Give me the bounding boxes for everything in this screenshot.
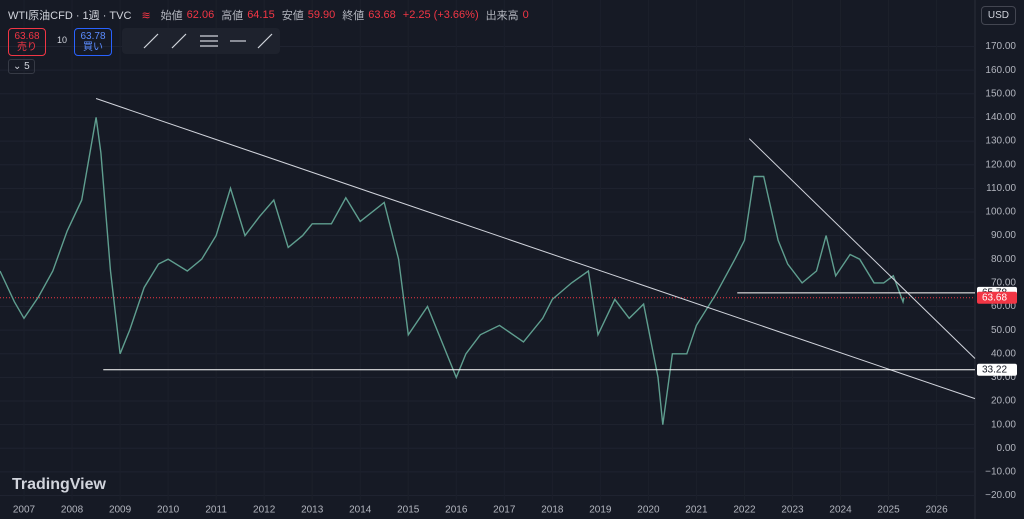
- y-tick-label: 120.00: [985, 159, 1016, 170]
- y-tick-label: 70.00: [991, 277, 1016, 288]
- x-tick-label: 2009: [109, 505, 132, 516]
- buy-button[interactable]: 63.78 買い: [74, 28, 112, 56]
- ohlc-label: 安値: [281, 10, 304, 22]
- y-tick-label: 20.00: [991, 396, 1016, 407]
- y-tick-label: 10.00: [991, 419, 1016, 430]
- x-tick-label: 2011: [205, 505, 227, 516]
- sell-button[interactable]: 63.68 売り: [8, 28, 46, 56]
- logo-text: TradingView: [12, 476, 106, 493]
- x-tick-label: 2016: [445, 505, 468, 516]
- x-tick-label: 2015: [397, 505, 420, 516]
- x-tick-label: 2021: [685, 505, 708, 516]
- trend-line: [95, 98, 976, 400]
- y-tick-label: 110.00: [986, 183, 1016, 194]
- x-tick-label: 2019: [589, 505, 612, 516]
- x-tick-label: 2025: [877, 505, 900, 516]
- volume-label: 出来高: [485, 10, 519, 22]
- y-tick-label: 170.00: [985, 41, 1016, 52]
- y-tick-label: 40.00: [991, 348, 1016, 359]
- x-tick-label: 2010: [157, 505, 180, 516]
- y-tick-label: 160.00: [985, 65, 1016, 76]
- y-tick-label: 130.00: [985, 136, 1016, 147]
- trend-line: [748, 138, 976, 359]
- price-line: [0, 117, 905, 425]
- x-tick-label: 2007: [13, 505, 36, 516]
- y-tick-label: 100.00: [985, 207, 1016, 218]
- x-tick-label: 2022: [733, 505, 756, 516]
- logo: TradingView: [12, 476, 106, 494]
- x-tick-label: 2012: [253, 505, 276, 516]
- sell-price: 63.68: [14, 31, 40, 42]
- change: +2.25 (+3.66%): [402, 9, 479, 21]
- volume: 0: [522, 9, 529, 21]
- drawing-toolbar: [122, 28, 280, 54]
- y-tick-label: 30.00: [991, 372, 1016, 383]
- y-tick-label: 90.00: [991, 230, 1016, 241]
- status-icon: ≋: [141, 9, 151, 22]
- x-tick-label: 2008: [61, 505, 84, 516]
- x-tick-label: 2026: [925, 505, 948, 516]
- y-tick-label: 80.00: [991, 254, 1016, 265]
- tool-icon[interactable]: [143, 33, 159, 49]
- ohlc-value: 59.90: [307, 9, 336, 21]
- y-tick-label: 50.00: [991, 325, 1016, 336]
- quantity[interactable]: 10: [57, 35, 68, 45]
- indicator-toggle[interactable]: ⌄ 5: [8, 59, 35, 74]
- tool-icon[interactable]: [171, 33, 187, 49]
- x-tick-label: 2024: [829, 505, 852, 516]
- last-price-label-bg: [977, 291, 1017, 304]
- y-tick-label: 140.00: [985, 112, 1016, 123]
- sell-label: 売り: [17, 42, 37, 53]
- x-tick-label: 2013: [301, 505, 324, 516]
- ohlc-label: 始値: [160, 10, 183, 22]
- y-tick-label: −10.00: [985, 467, 1016, 478]
- y-tick-label: −20.00: [985, 490, 1016, 501]
- ohlc-value: 64.15: [247, 9, 275, 21]
- header: WTI原油CFD · 1週 · TVC ≋ 始値 62.06 高値 64.15 安値…: [8, 7, 532, 23]
- x-tick-label: 2020: [637, 505, 660, 516]
- currency-button[interactable]: USD: [980, 6, 1016, 25]
- x-tick-label: 2014: [349, 505, 372, 516]
- indicator-count: 5: [24, 61, 30, 72]
- tool-icon[interactable]: [257, 33, 273, 49]
- symbol: WTI原油CFD · 1週 · TVC: [8, 10, 132, 22]
- ohlc-label: 終値: [342, 10, 365, 22]
- y-tick-label: 150.00: [985, 88, 1016, 99]
- x-tick-label: 2017: [493, 505, 516, 516]
- buy-label: 買い: [83, 42, 103, 53]
- last-price-label: 63.68: [982, 292, 1007, 303]
- x-tick-label: 2023: [781, 505, 804, 516]
- y-tick-label: 60.00: [991, 301, 1016, 312]
- buy-price: 63.78: [80, 31, 106, 42]
- level-label-bg: [977, 363, 1017, 376]
- ohlc-value: 62.06: [186, 9, 215, 21]
- level-label: 33.22: [982, 364, 1007, 375]
- y-tick-label: 0.00: [997, 443, 1017, 454]
- ohlc-value: 63.68: [368, 9, 396, 21]
- ohlc-label: 高値: [221, 10, 244, 22]
- x-tick-label: 2018: [541, 505, 564, 516]
